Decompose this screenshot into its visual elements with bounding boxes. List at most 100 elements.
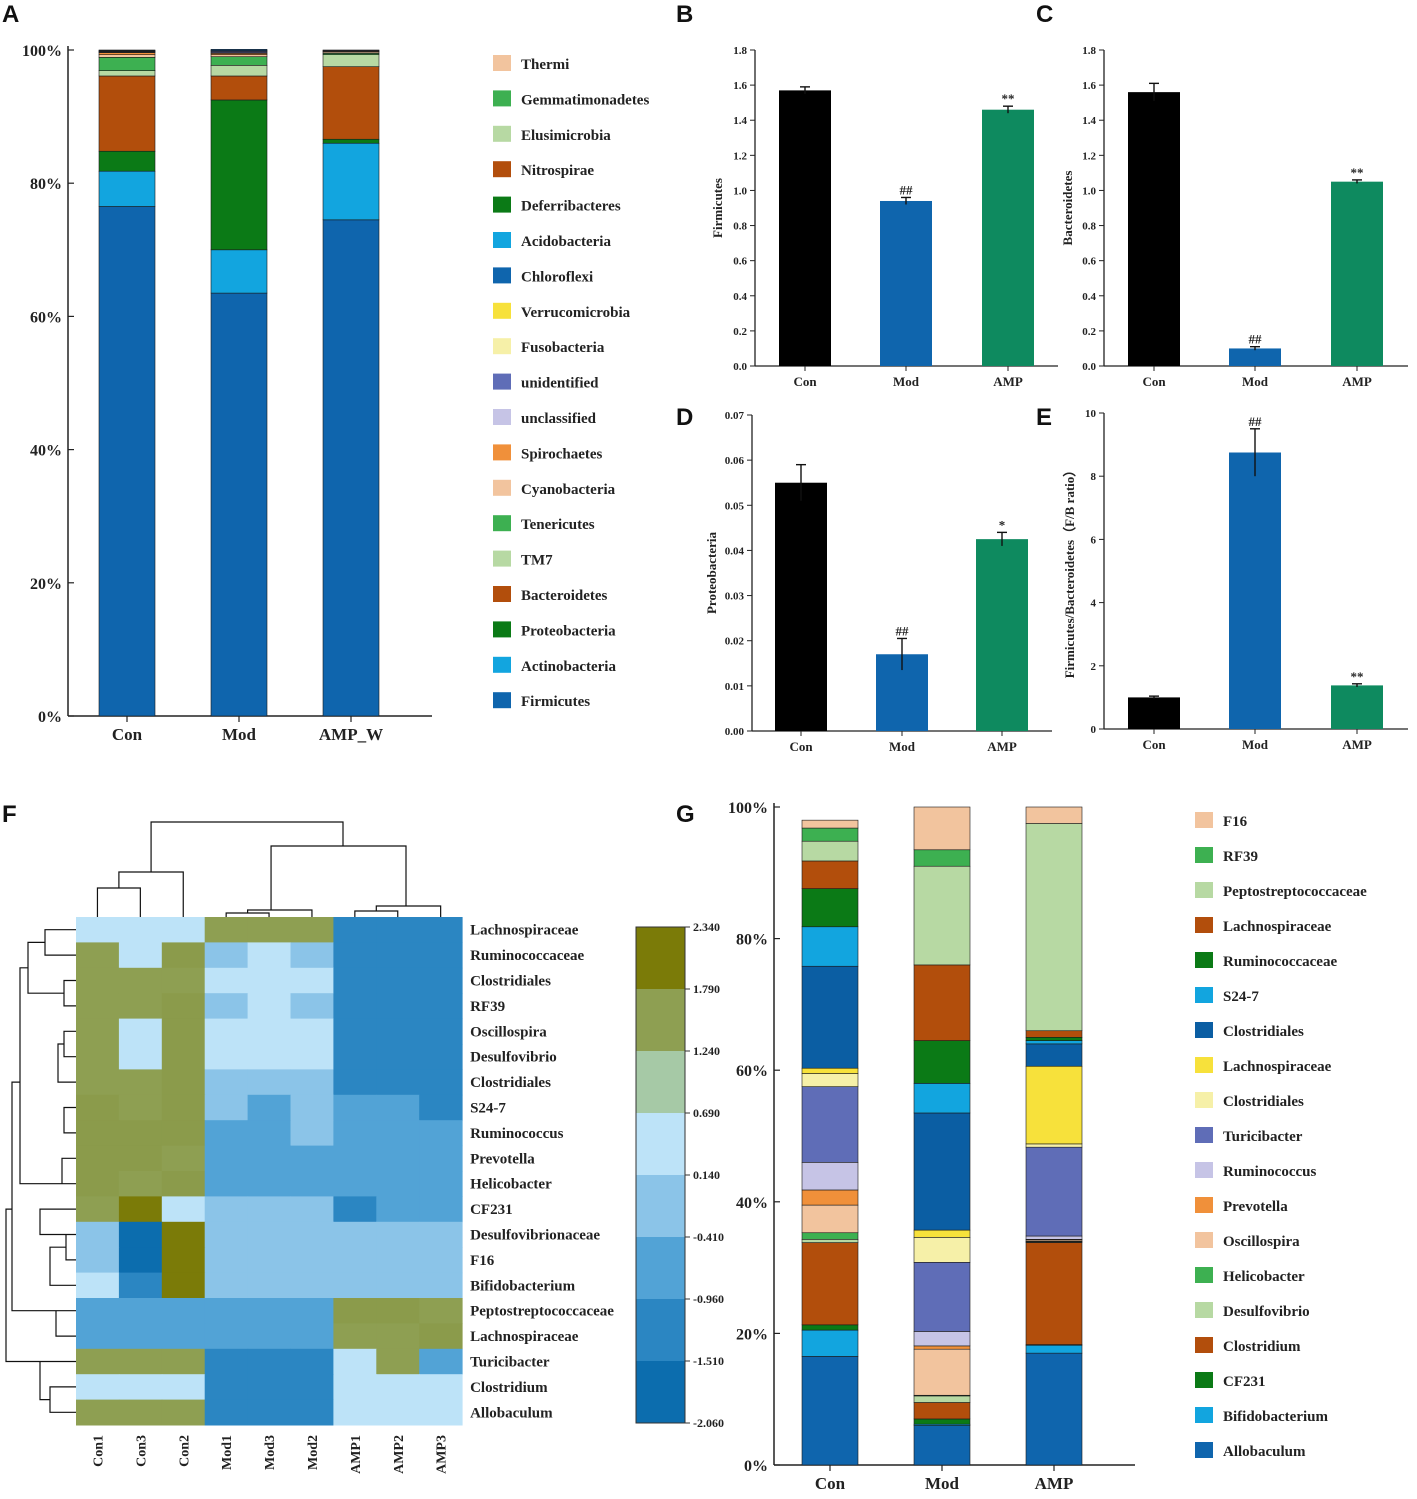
heatmap-cell-clostridium-con1: [76, 1374, 120, 1401]
c-y-tick-label: 1.0: [1082, 185, 1096, 197]
heatmap-cell-oscillospira-amp2: [376, 1018, 420, 1045]
b-y-tick-label: 0.0: [733, 361, 747, 373]
e-x-tick-label: AMP: [1342, 737, 1372, 752]
b-x-tick-label: Con: [793, 374, 817, 389]
g-legend-label: Ruminococcus: [1223, 1164, 1316, 1180]
color-scale-label: -0.410: [693, 1230, 724, 1244]
g-bar-segment-mod-6: [913, 1348, 971, 1396]
heatmap-cell-clostridiales-con1: [76, 967, 120, 994]
heatmap-cell-lachnospiraceae-mod3: [247, 917, 291, 943]
a-bar-segment-con-2: [98, 150, 156, 172]
heatmap-cell-helicobacter-con3: [118, 1171, 163, 1197]
heatmap-cell-turicibacter-mod2: [290, 1348, 334, 1375]
heatmap-cell-desulfovibrio-mod3: [247, 1044, 291, 1070]
c-bar-con: [1128, 92, 1180, 366]
a-bar-segment-con-12: [98, 49, 156, 51]
panel-letter-b: B: [676, 1, 693, 28]
heatmap-cell-ruminococcus-amp1: [333, 1120, 377, 1147]
b-y-tick-label: 1.4: [733, 115, 747, 127]
heatmap-cell-s24-7-mod1: [204, 1094, 249, 1121]
a-legend-swatch: [493, 90, 511, 107]
a-x-tick-label: AMP_W: [319, 725, 383, 744]
heatmap-column-label: Mod1: [220, 1435, 235, 1470]
heatmap-row-label: CF231: [470, 1202, 512, 1218]
heatmap-cell-oscillospira-mod1: [204, 1018, 249, 1045]
a-legend-swatch: [493, 161, 511, 178]
heatmap-cell-peptostreptococcaceae-con1: [76, 1298, 120, 1324]
d-bar-con: [775, 482, 827, 731]
panel-a-stacked-bar-chart: 0% 20% 40% 60% 80% 100% Con Mod AMP_W Thermi Gemma…: [22, 43, 649, 744]
panel-letter-f: F: [2, 801, 17, 828]
g-bar-segment-amp-10: [1025, 1143, 1083, 1148]
e-y-tick-label: 10: [1085, 408, 1097, 420]
heatmap-cell-rf39-con2: [161, 993, 206, 1020]
heatmap-cell-turicibacter-mod3: [247, 1348, 291, 1375]
g-legend-label: Oscillospira: [1223, 1234, 1300, 1250]
a-legend-label: Nitrospirae: [521, 163, 594, 179]
a-y-tick-label: 20%: [30, 576, 62, 593]
color-scale-label: -2.060: [693, 1416, 724, 1430]
heatmap-cell-s24-7-amp2: [376, 1094, 420, 1121]
e-bar-con: [1128, 697, 1180, 729]
heatmap-cell-bifidobacterium-con2: [161, 1272, 206, 1299]
panel-f-heatmap: Lachnospiraceae Ruminococcaceae Clostridia…: [5, 821, 724, 1474]
heatmap-cell-desulfovibrio-amp1: [333, 1044, 377, 1070]
color-scale-segment: [636, 1113, 685, 1176]
g-bar-segment-amp-0: [1025, 1352, 1083, 1466]
c-x-tick-label: AMP: [1342, 374, 1372, 389]
heatmap-cell-ruminococcaceae-amp2: [376, 942, 420, 969]
c-bar-amp: [1331, 181, 1383, 366]
heatmap-cell-desulfovibrionaceae-con1: [76, 1221, 120, 1248]
g-bar-segment-con-10: [801, 1073, 859, 1087]
heatmap-cell-clostridiales-con3: [118, 967, 163, 994]
heatmap-cell-bifidobacterium-amp1: [333, 1272, 377, 1299]
d-significance-label-mod: ##: [896, 623, 910, 638]
heatmap-cell-lachnospiraceae-con1: [76, 1323, 120, 1350]
g-bar-segment-con-8: [801, 1162, 859, 1191]
heatmap-cell-desulfovibrio-amp3: [419, 1044, 463, 1070]
a-y-tick-label: 60%: [30, 309, 62, 326]
panel-letter-c: C: [1036, 1, 1053, 28]
c-significance-label-mod: ##: [1249, 332, 1263, 347]
heatmap-cell-clostridiales-mod3: [247, 967, 291, 994]
heatmap-cell-f16-con2: [161, 1247, 206, 1274]
g-bar-segment-con-12: [801, 965, 859, 1069]
heatmap-cell-desulfovibrio-amp2: [376, 1044, 420, 1070]
heatmap-cell-ruminococcaceae-con2: [161, 942, 206, 969]
d-significance-label-amp: *: [999, 517, 1006, 532]
heatmap-cell-prevotella-amp1: [333, 1145, 377, 1172]
d-y-tick-label: 0.05: [725, 500, 745, 512]
e-y-tick-label: 8: [1091, 471, 1097, 483]
e-significance-label-amp: **: [1351, 669, 1364, 684]
g-legend-label: Lachnospiraceae: [1223, 919, 1332, 935]
a-bar-segment-con-4: [98, 70, 156, 77]
heatmap-cell-clostridiales-mod3: [247, 1069, 291, 1096]
g-legend-label: Helicobacter: [1223, 1269, 1305, 1285]
heatmap-cell-bifidobacterium-mod3: [247, 1272, 291, 1299]
b-bar-amp: [982, 109, 1034, 366]
panel-b-bar-chart: 0.0 0.2 0.4 0.6 0.8 1.0 1.2 1.4 1.6 1.8 Firmicutes…: [710, 45, 1058, 389]
heatmap-cell-s24-7-amp3: [419, 1094, 463, 1121]
a-bar-segment-mod-1: [210, 249, 268, 294]
heatmap-cell-lachnospiraceae-mod2: [290, 917, 334, 943]
g-x-tick-label: Con: [815, 1474, 846, 1493]
g-legend-label: CF231: [1223, 1374, 1266, 1390]
g-y-tick-label: 40%: [736, 1195, 768, 1212]
a-bar-segment-mod-3: [210, 75, 268, 101]
g-bar-segment-con-3: [801, 1242, 859, 1326]
g-y-tick-label: 60%: [736, 1063, 768, 1080]
a-legend-label: Elusimicrobia: [521, 128, 611, 144]
heatmap-cell-clostridiales-con2: [161, 967, 206, 994]
heatmap-cell-clostridiales-con3: [118, 1069, 163, 1096]
g-bar-segment-amp-8: [1025, 1235, 1083, 1240]
g-legend-label: S24-7: [1223, 989, 1259, 1005]
a-bar-segment-amp_w-9: [322, 49, 380, 51]
heatmap-column-label: Con1: [91, 1435, 106, 1467]
heatmap-cell-lachnospiraceae-mod1: [204, 917, 249, 943]
heatmap-cell-prevotella-mod3: [247, 1145, 291, 1172]
g-legend-swatch: [1195, 917, 1213, 933]
heatmap-cell-ruminococcaceae-mod3: [247, 942, 291, 969]
heatmap-cell-lachnospiraceae-con3: [118, 917, 163, 943]
g-bar-segment-mod-18: [913, 806, 971, 851]
heatmap-cell-s24-7-con3: [118, 1094, 163, 1121]
